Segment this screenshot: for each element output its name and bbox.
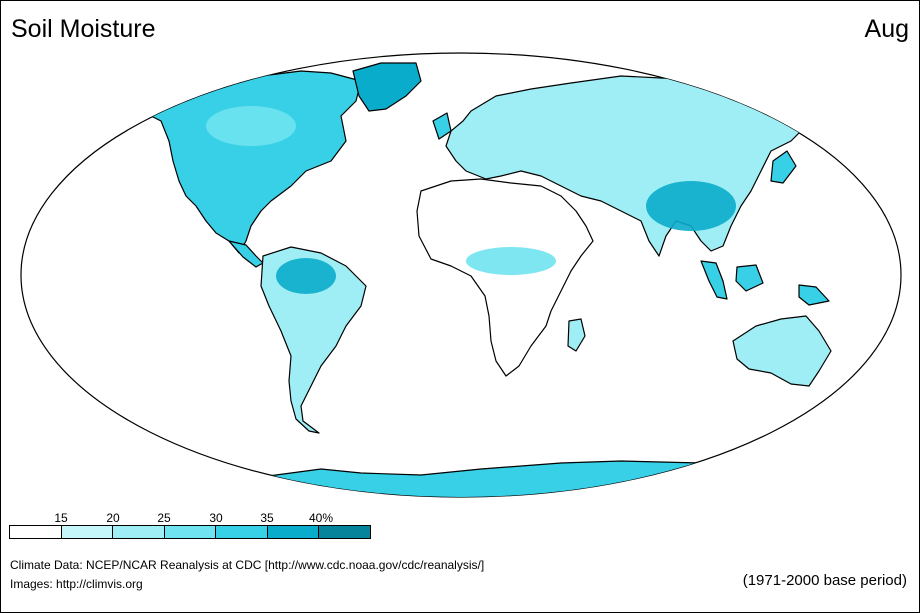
- legend-tick: 40%: [308, 511, 334, 525]
- japan: [770, 150, 797, 184]
- moisture-zone-canada: [206, 106, 296, 146]
- legend-tick: 25: [157, 511, 171, 525]
- legend-swatch: [267, 526, 320, 538]
- borneo: [735, 264, 764, 292]
- legend-color-bar: [9, 525, 371, 539]
- africa: [416, 178, 594, 377]
- greenland: [352, 62, 422, 112]
- color-legend: 15 20 25 30 35 40%: [9, 511, 371, 541]
- new-zealand: [840, 392, 857, 408]
- south-america: [260, 246, 367, 434]
- image-credit: Images: http://climvis.org: [10, 577, 143, 591]
- legend-tick: 35: [260, 511, 274, 525]
- moisture-zone-amazon: [276, 258, 336, 294]
- legend-tick: 20: [106, 511, 120, 525]
- legend-swatch: [10, 526, 62, 538]
- data-credit: Climate Data: NCEP/NCAR Reanalysis at CD…: [10, 558, 485, 572]
- legend-swatch: [61, 526, 114, 538]
- legend-swatch: [216, 526, 268, 538]
- base-period-note: (1971-2000 base period): [742, 572, 907, 589]
- new-guinea: [798, 284, 830, 306]
- british-isles: [432, 112, 452, 140]
- legend-ticks: 15 20 25 30 35 40%: [9, 511, 371, 525]
- australia: [732, 315, 832, 387]
- indonesia: [700, 260, 728, 300]
- north-america: [120, 70, 362, 254]
- month-label: Aug: [864, 15, 909, 43]
- legend-swatch: [164, 526, 217, 538]
- map-title: Soil Moisture: [11, 15, 156, 43]
- legend-tick: 30: [209, 511, 223, 525]
- legend-swatch: [319, 526, 371, 538]
- moisture-zone-india: [646, 181, 736, 231]
- madagascar: [567, 318, 586, 352]
- legend-swatch: [113, 526, 165, 538]
- moisture-zone-congo: [466, 247, 556, 275]
- legend-tick: 15: [54, 511, 68, 525]
